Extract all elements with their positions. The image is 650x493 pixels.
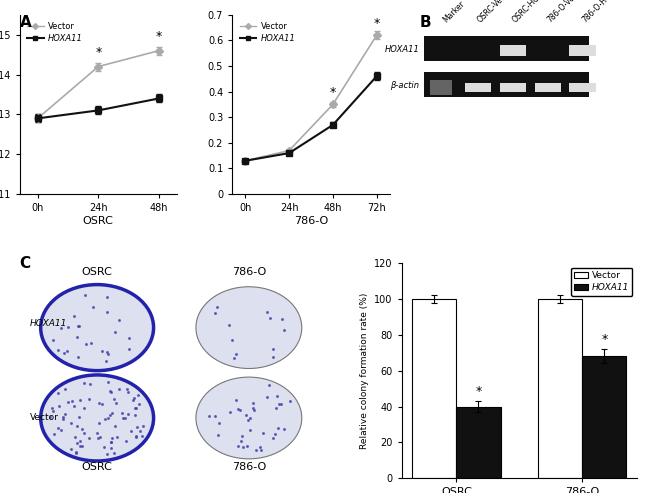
FancyBboxPatch shape	[430, 80, 452, 95]
Bar	[582, 356, 627, 478]
Ellipse shape	[196, 287, 302, 368]
Legend: Vector, HOXA11: Vector, HOXA11	[571, 268, 632, 295]
X-axis label: OSRC: OSRC	[83, 216, 114, 226]
Text: OSRC: OSRC	[82, 462, 112, 472]
Text: 786-O: 786-O	[232, 462, 266, 472]
Text: 786-O: 786-O	[232, 267, 266, 278]
Text: B: B	[419, 15, 431, 30]
Legend: Vector, HOXA11: Vector, HOXA11	[237, 19, 299, 46]
Bar	[538, 299, 582, 478]
Text: HOXA11: HOXA11	[30, 319, 68, 328]
FancyBboxPatch shape	[465, 83, 491, 92]
Text: Marker: Marker	[441, 0, 466, 25]
Text: HOXA11: HOXA11	[384, 45, 419, 54]
Text: C: C	[20, 256, 31, 271]
Text: OSRC: OSRC	[82, 267, 112, 278]
Text: Vector: Vector	[30, 414, 59, 423]
FancyBboxPatch shape	[569, 83, 595, 92]
Ellipse shape	[41, 375, 153, 461]
Text: *: *	[475, 385, 482, 397]
FancyBboxPatch shape	[424, 72, 589, 97]
Text: A: A	[20, 15, 31, 30]
FancyBboxPatch shape	[500, 45, 526, 56]
Text: 786-O-Vector: 786-O-Vector	[545, 0, 588, 25]
Ellipse shape	[196, 377, 302, 459]
Text: β-actin: β-actin	[390, 81, 419, 90]
Y-axis label: Relative colony formation rate (%): Relative colony formation rate (%)	[359, 292, 369, 449]
Ellipse shape	[41, 284, 153, 371]
Legend: Vector, HOXA11: Vector, HOXA11	[23, 19, 86, 46]
Text: 786-O-HOXA11: 786-O-HOXA11	[580, 0, 627, 25]
Text: OSRC-Vector: OSRC-Vector	[476, 0, 515, 25]
FancyBboxPatch shape	[535, 83, 561, 92]
Text: *: *	[601, 333, 607, 346]
Bar	[413, 299, 456, 478]
FancyBboxPatch shape	[569, 45, 595, 56]
Text: *: *	[330, 86, 336, 99]
FancyBboxPatch shape	[424, 36, 589, 62]
Text: *: *	[95, 46, 101, 59]
Text: OSRC-HOXA11: OSRC-HOXA11	[511, 0, 556, 25]
FancyBboxPatch shape	[500, 83, 526, 92]
Text: *: *	[156, 30, 162, 43]
Bar	[456, 407, 500, 478]
Text: *: *	[374, 17, 380, 30]
X-axis label: 786-O: 786-O	[294, 216, 328, 226]
